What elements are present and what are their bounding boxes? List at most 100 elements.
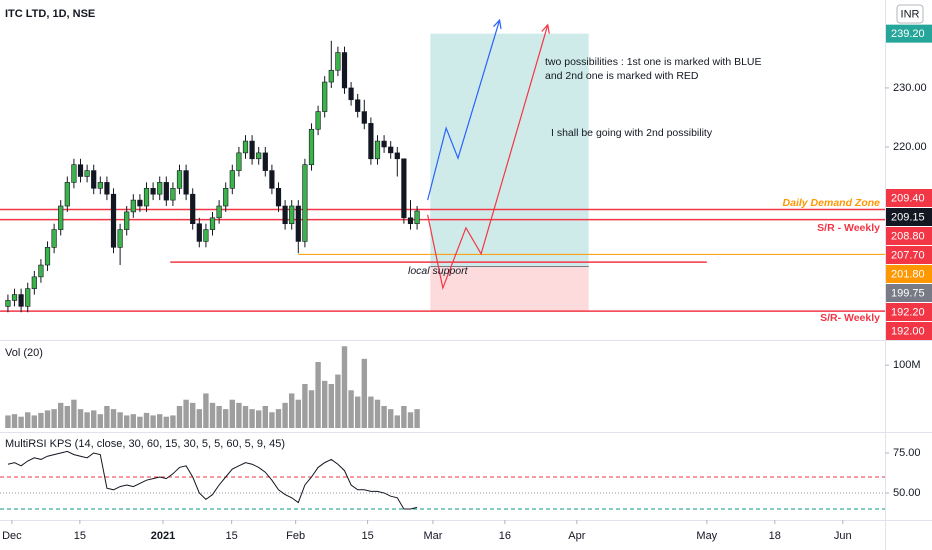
candle-body (216, 205, 222, 219)
candle-body (38, 264, 44, 278)
currency-box[interactable] (896, 4, 924, 24)
volume-bar (387, 409, 394, 428)
volume-bar (328, 383, 334, 428)
volume-bar (117, 412, 123, 428)
volume-bar (18, 416, 24, 428)
volume-bar (341, 346, 348, 428)
volume-bar (203, 393, 209, 428)
volume-bar (414, 409, 420, 428)
candle-body (368, 123, 374, 160)
volume-bar (58, 402, 64, 428)
volume-bar (183, 399, 189, 428)
candle-body (64, 182, 70, 207)
price-label: 207.70 (891, 249, 925, 261)
volume-bar (242, 405, 249, 428)
price-label: 208.80 (891, 230, 925, 242)
price-label: 201.80 (891, 268, 925, 280)
candle-body (249, 140, 255, 160)
volume-bar (209, 402, 216, 428)
x-tick-label: 15 (226, 530, 238, 542)
candle-body (381, 140, 387, 148)
volume-bar (124, 415, 130, 428)
scenario-path (427, 19, 501, 201)
volume-bar (170, 415, 176, 428)
volume-bar (38, 412, 44, 428)
volume-bar (157, 414, 163, 428)
volume-bar (150, 415, 156, 428)
candle-body (11, 294, 18, 301)
candle-body (236, 152, 242, 171)
plot: 220.00 230.00 two possibilities : 1st one … (0, 18, 932, 542)
candle-body (229, 170, 235, 189)
volume-bar (5, 415, 11, 428)
x-tick-label: Dec (2, 530, 22, 542)
volume-bar (368, 396, 374, 428)
candle-body (117, 229, 123, 248)
candle-body (124, 211, 130, 230)
candle-body (374, 140, 381, 160)
candle-body (170, 187, 176, 201)
candle-body (256, 152, 262, 160)
target-zone (430, 33, 589, 267)
candle-body (163, 182, 169, 201)
candle-body (335, 52, 341, 71)
candle-body (110, 193, 117, 248)
annotation: Daily Demand Zone (783, 197, 881, 209)
candle-body (275, 187, 282, 207)
candle-body (209, 217, 216, 230)
volume-bar (262, 405, 269, 428)
volume-bar (91, 410, 97, 428)
volume-bar (84, 412, 90, 428)
volume-bar (163, 416, 170, 428)
x-tick-label: 2021 (151, 530, 175, 542)
candle-body (25, 288, 31, 307)
currency[interactable]: INR (901, 8, 920, 20)
candle-body (137, 199, 143, 207)
candle-body (341, 52, 348, 89)
volume-bar (25, 412, 31, 428)
price-label-bg (886, 246, 932, 264)
volume-bar (110, 409, 117, 428)
candle-body (91, 170, 97, 189)
volume-bar (335, 374, 341, 428)
price-label: 192.20 (891, 306, 925, 318)
volume-bar (71, 399, 77, 428)
volume-bar (51, 409, 57, 428)
candle-body (269, 170, 275, 189)
volume-bar (229, 399, 236, 428)
candle-body (183, 170, 189, 195)
volume-bar (97, 414, 104, 428)
candle-body (5, 300, 11, 307)
volume-bar (130, 414, 137, 428)
candle-body (289, 205, 295, 225)
annotation: I shall be going with 2nd possibility (551, 127, 713, 139)
volume-bar (256, 410, 262, 428)
y-tick-label: 100M (893, 359, 921, 371)
volume-bar (249, 409, 255, 428)
annotation: two possibilities : 1st one is marked wi… (545, 56, 762, 68)
price-label: 199.75 (891, 287, 925, 299)
candle-body (262, 152, 268, 171)
price-label: 209.15 (891, 211, 925, 223)
price-label: 209.40 (891, 192, 925, 204)
volume-bar (31, 415, 38, 428)
candle-body (315, 111, 321, 130)
volume-bar (269, 412, 275, 428)
x-tick-label: May (696, 530, 717, 542)
chart-title: ITC LTD, 1D, NSE (5, 8, 95, 20)
volume-bar (275, 409, 282, 428)
candle-body (223, 187, 229, 207)
candle-body (31, 276, 37, 289)
volume-bar (381, 405, 387, 428)
candle-body (97, 182, 103, 189)
volume-bar (137, 416, 143, 428)
candle-body (407, 217, 414, 225)
scenario-path (427, 24, 549, 291)
volume-bar (295, 399, 301, 428)
x-tick-label: 16 (499, 530, 511, 542)
candle-body (190, 193, 196, 225)
x-tick-label: Jun (834, 530, 852, 542)
candle-body (71, 164, 77, 183)
candle-body (84, 170, 90, 177)
